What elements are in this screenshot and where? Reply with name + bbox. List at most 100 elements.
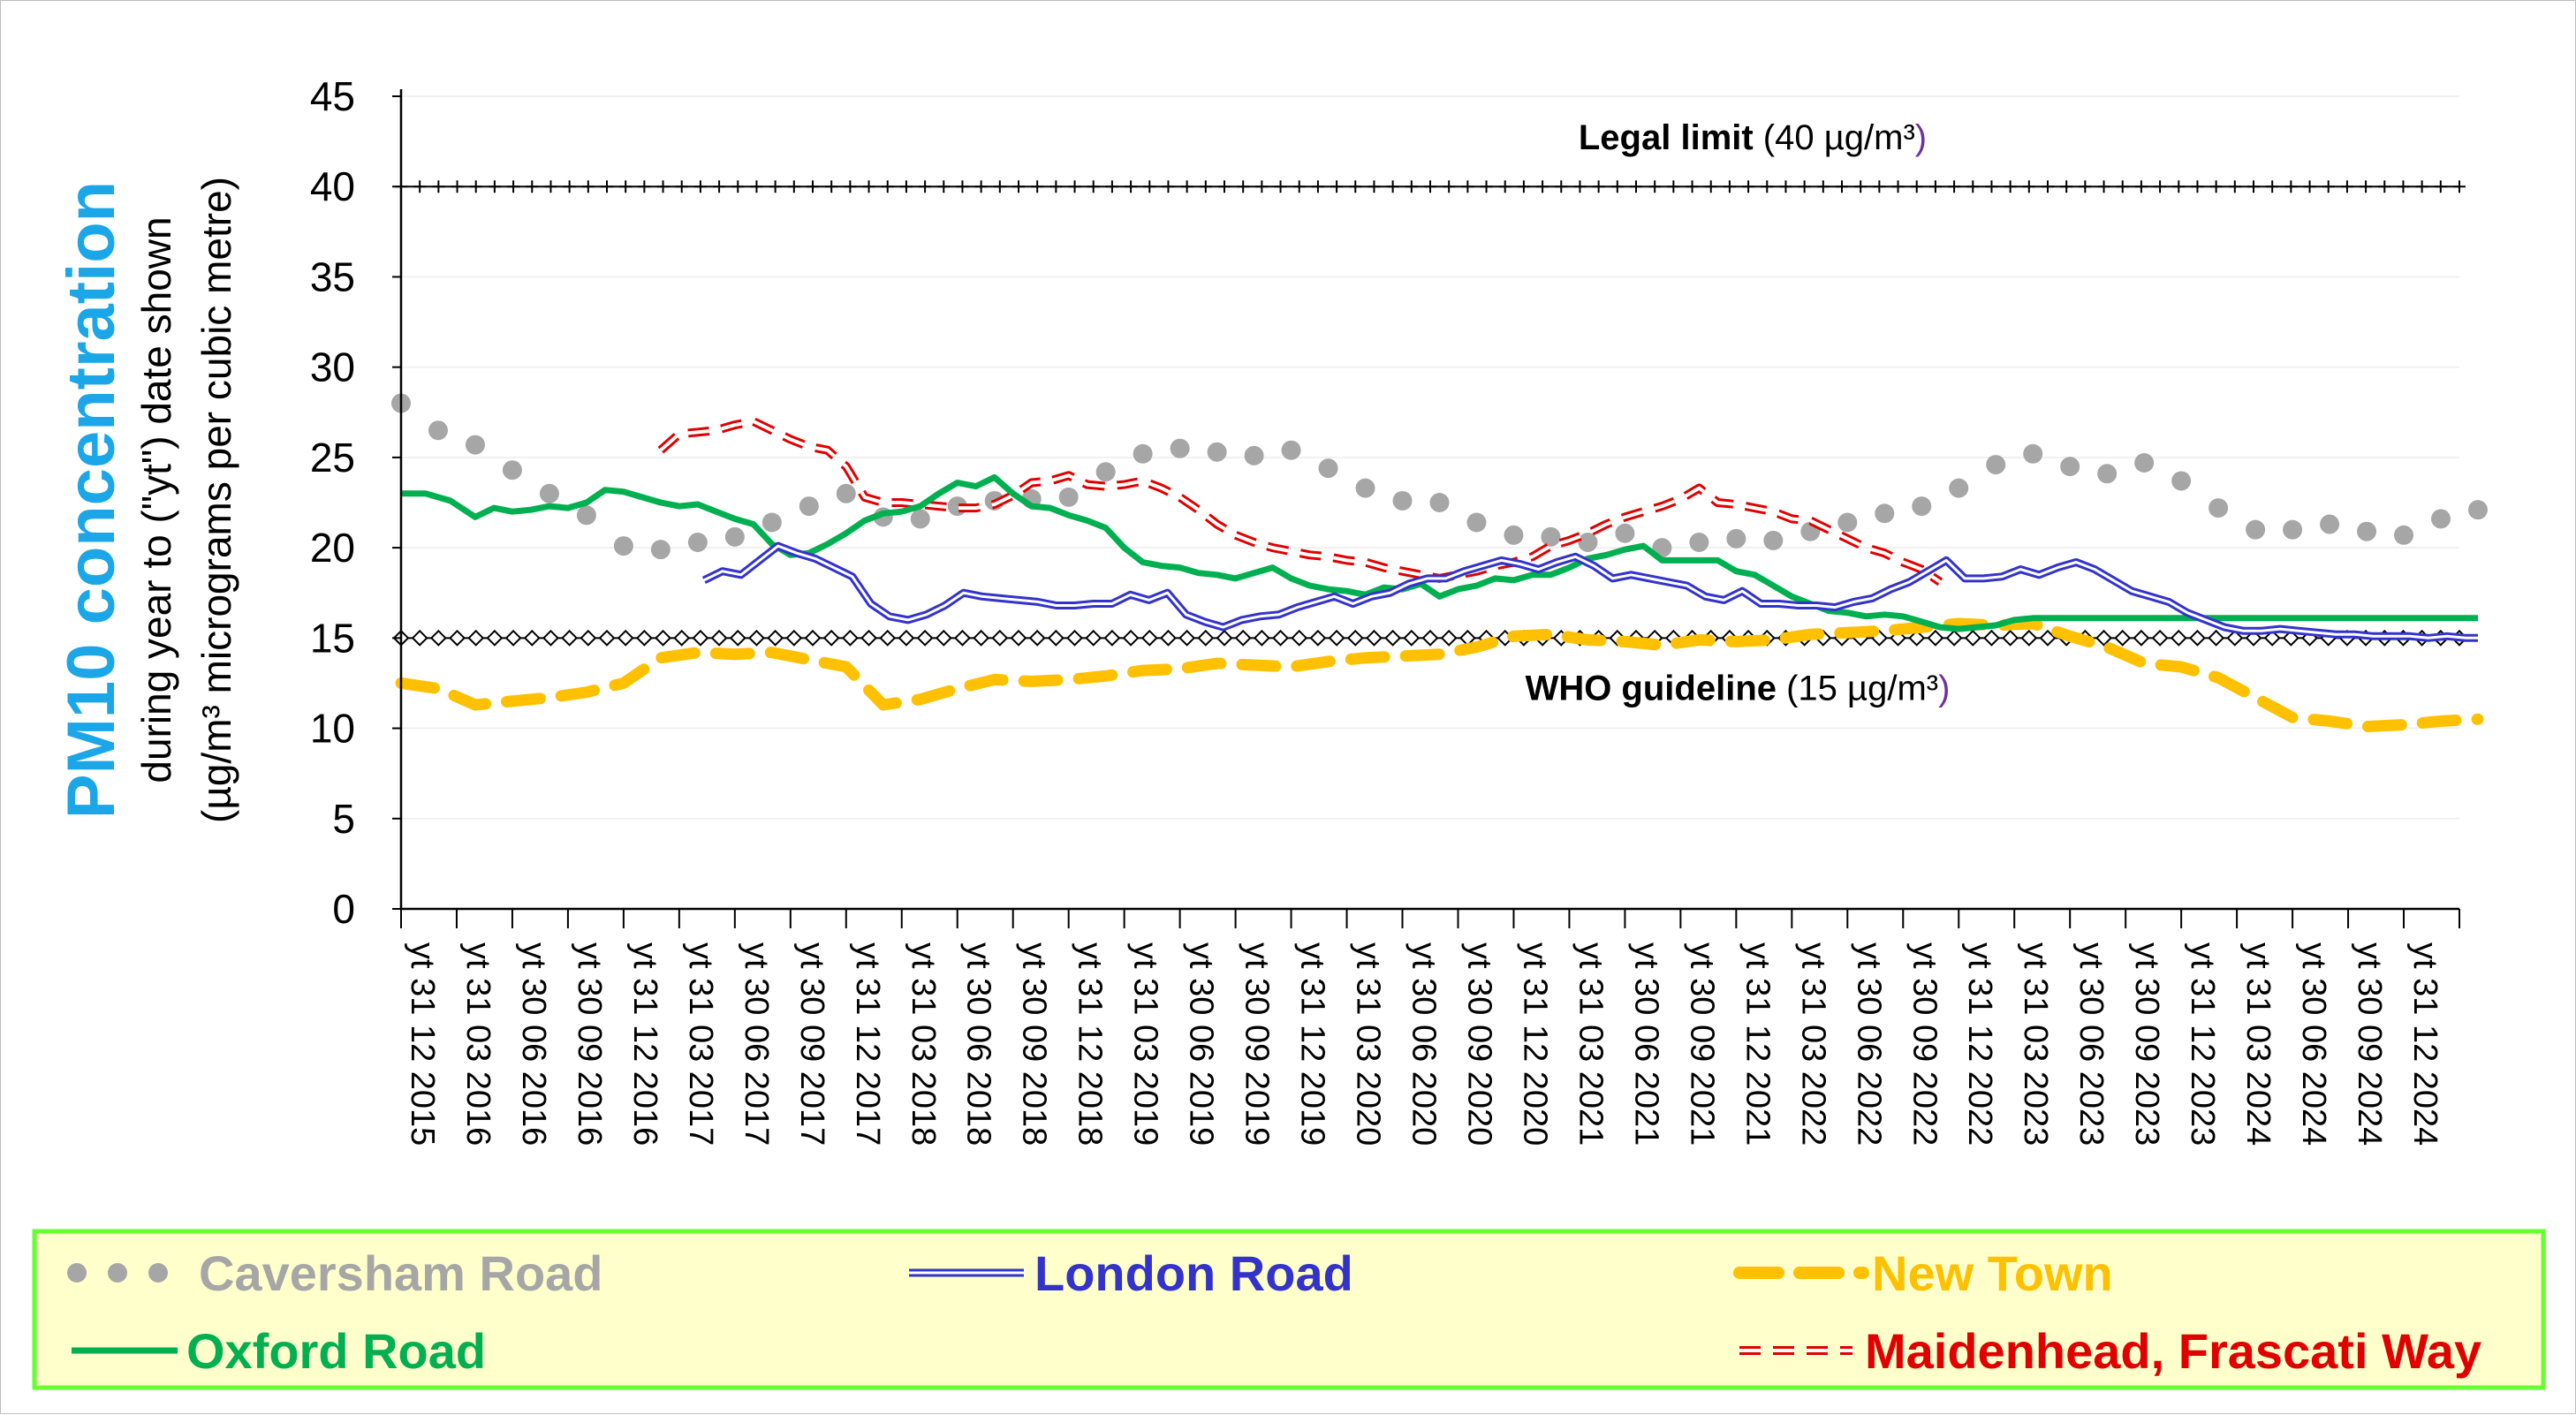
reference-line-label: WHO guideline (15 µg/m³) — [1526, 669, 1951, 708]
caversham-road-point — [2209, 498, 2229, 518]
who-guideline-marker — [785, 629, 803, 647]
caversham-road-point — [613, 536, 633, 556]
caversham-road-point — [2171, 471, 2192, 491]
who-guideline-marker — [1066, 629, 1083, 647]
caversham-road-point — [2023, 443, 2043, 464]
legal-limit-marker — [2097, 180, 2110, 193]
legal-limit-marker — [844, 180, 857, 193]
legend: Caversham Road London Road New Town Oxford … — [32, 1229, 2546, 1390]
who-guideline-marker — [748, 629, 765, 647]
x-tick-label: yt 30 09 2019 — [1239, 942, 1276, 1146]
x-tick-label: yt 30 06 2022 — [1850, 942, 1887, 1146]
who-guideline-marker — [504, 629, 522, 647]
legend-box — [32, 1229, 2546, 1390]
who-guideline-marker — [1328, 629, 1345, 647]
reference-line-label: Legal limit (40 µg/m³) — [1579, 118, 1927, 157]
legal-limit-marker — [1610, 180, 1624, 193]
legal-limit-marker — [2022, 180, 2035, 193]
oxford-road-line — [401, 473, 2478, 632]
legal-limit-marker — [1443, 180, 1456, 193]
legal-limit-marker — [1199, 180, 1212, 193]
legal-limit-marker — [2004, 180, 2017, 193]
who-guideline-marker — [1216, 629, 1233, 647]
legal-limit-marker — [1330, 180, 1344, 193]
who-guideline-marker — [1403, 629, 1421, 647]
caversham-road-point — [724, 526, 745, 547]
legal-limit-marker — [2172, 180, 2186, 193]
legal-limit-marker — [2453, 180, 2466, 193]
legal-limit-marker — [544, 180, 557, 193]
y-tick-label: 20 — [310, 525, 355, 571]
caversham-road-point — [1912, 496, 1932, 517]
legal-limit-marker — [507, 180, 520, 193]
legal-limit-marker — [1143, 180, 1156, 193]
legal-limit-marker — [1405, 180, 1418, 193]
maidenhead-line — [657, 417, 1943, 586]
x-tick-label: yt 31 12 2016 — [626, 942, 663, 1146]
who-guideline-marker — [822, 629, 840, 647]
who-guideline-marker — [692, 629, 709, 647]
y-tick-label: 40 — [310, 163, 355, 209]
x-tick-label: yt 31 12 2017 — [849, 942, 886, 1146]
x-tick-label: yt 31 12 2022 — [1961, 942, 1998, 1146]
legal-limit-marker — [1723, 180, 1736, 193]
who-guideline-marker — [598, 629, 616, 647]
caversham-road-point — [539, 483, 559, 503]
legal-limit-marker — [1536, 180, 1549, 193]
caversham-road-point — [1615, 523, 1635, 543]
legal-limit-marker — [1667, 180, 1680, 193]
who-guideline-marker — [2170, 629, 2187, 647]
legal-limit-marker — [993, 180, 1006, 193]
caversham-road-point — [2060, 457, 2080, 477]
legal-limit-marker — [919, 180, 932, 193]
who-guideline-marker — [561, 629, 579, 647]
who-guideline-marker — [2245, 629, 2262, 647]
x-tick-label: yt 30 09 2022 — [1905, 942, 1943, 1146]
legend-label: Caversham Road — [199, 1245, 603, 1301]
who-guideline-marker — [1140, 629, 1158, 647]
x-tick-label: yt 30 09 2016 — [571, 942, 608, 1146]
legal-limit-marker — [1237, 180, 1250, 193]
caversham-road-point — [2097, 464, 2118, 484]
reference-label-value: (40 µg/m³ — [1754, 118, 1915, 157]
caversham-road-point — [1763, 530, 1784, 550]
legal-limit-marker — [1798, 180, 1811, 193]
who-guideline-marker — [1983, 629, 2000, 647]
legal-limit-marker — [1948, 180, 1961, 193]
who-guideline-marker — [2020, 629, 2038, 647]
legal-limit-marker — [1966, 180, 1980, 193]
caversham-road-point — [2134, 453, 2155, 473]
who-guideline-marker — [710, 629, 728, 647]
caversham-road-point — [1466, 512, 1487, 533]
maidenhead-line-inner — [659, 420, 1942, 584]
legal-limit-marker — [1461, 180, 1474, 193]
legal-limit-marker — [1087, 180, 1100, 193]
who-guideline-marker — [898, 629, 915, 647]
who-guideline-marker — [580, 629, 597, 647]
caversham-road-point — [465, 435, 485, 455]
legal-limit-marker — [2340, 180, 2353, 193]
x-tick-label: yt 31 03 2023 — [2017, 942, 2054, 1146]
legal-limit-marker — [656, 180, 670, 193]
legal-limit-marker — [1311, 180, 1324, 193]
legend-swatch-caversham — [108, 1263, 127, 1283]
who-guideline-marker — [1346, 629, 1364, 647]
caversham-road-point — [1281, 440, 1301, 460]
y-tick-label: 45 — [310, 73, 355, 119]
who-guideline-marker — [860, 629, 877, 647]
x-tick-label: yt 31 03 2019 — [1127, 942, 1164, 1146]
legend-label: Oxford Road — [186, 1323, 486, 1379]
caversham-road-point — [1578, 532, 1598, 552]
who-guideline-marker — [879, 629, 897, 647]
legal-limit-marker — [750, 180, 763, 193]
who-guideline-marker — [1028, 629, 1046, 647]
caversham-road-point — [1058, 487, 1079, 507]
who-guideline-marker — [729, 629, 746, 647]
axes: 0 5 10 15 20 25 30 35 40 45 yt 31 12 2015 yt 31 03 … — [310, 73, 2460, 1146]
caversham-road-point — [1095, 462, 1116, 482]
caversham-road-point — [836, 483, 856, 503]
caversham-road-point — [1541, 526, 1561, 547]
caversham-road-point — [761, 512, 782, 533]
x-tick-label: yt 30 09 2018 — [1016, 942, 1053, 1146]
who-guideline-marker — [1908, 629, 1926, 647]
